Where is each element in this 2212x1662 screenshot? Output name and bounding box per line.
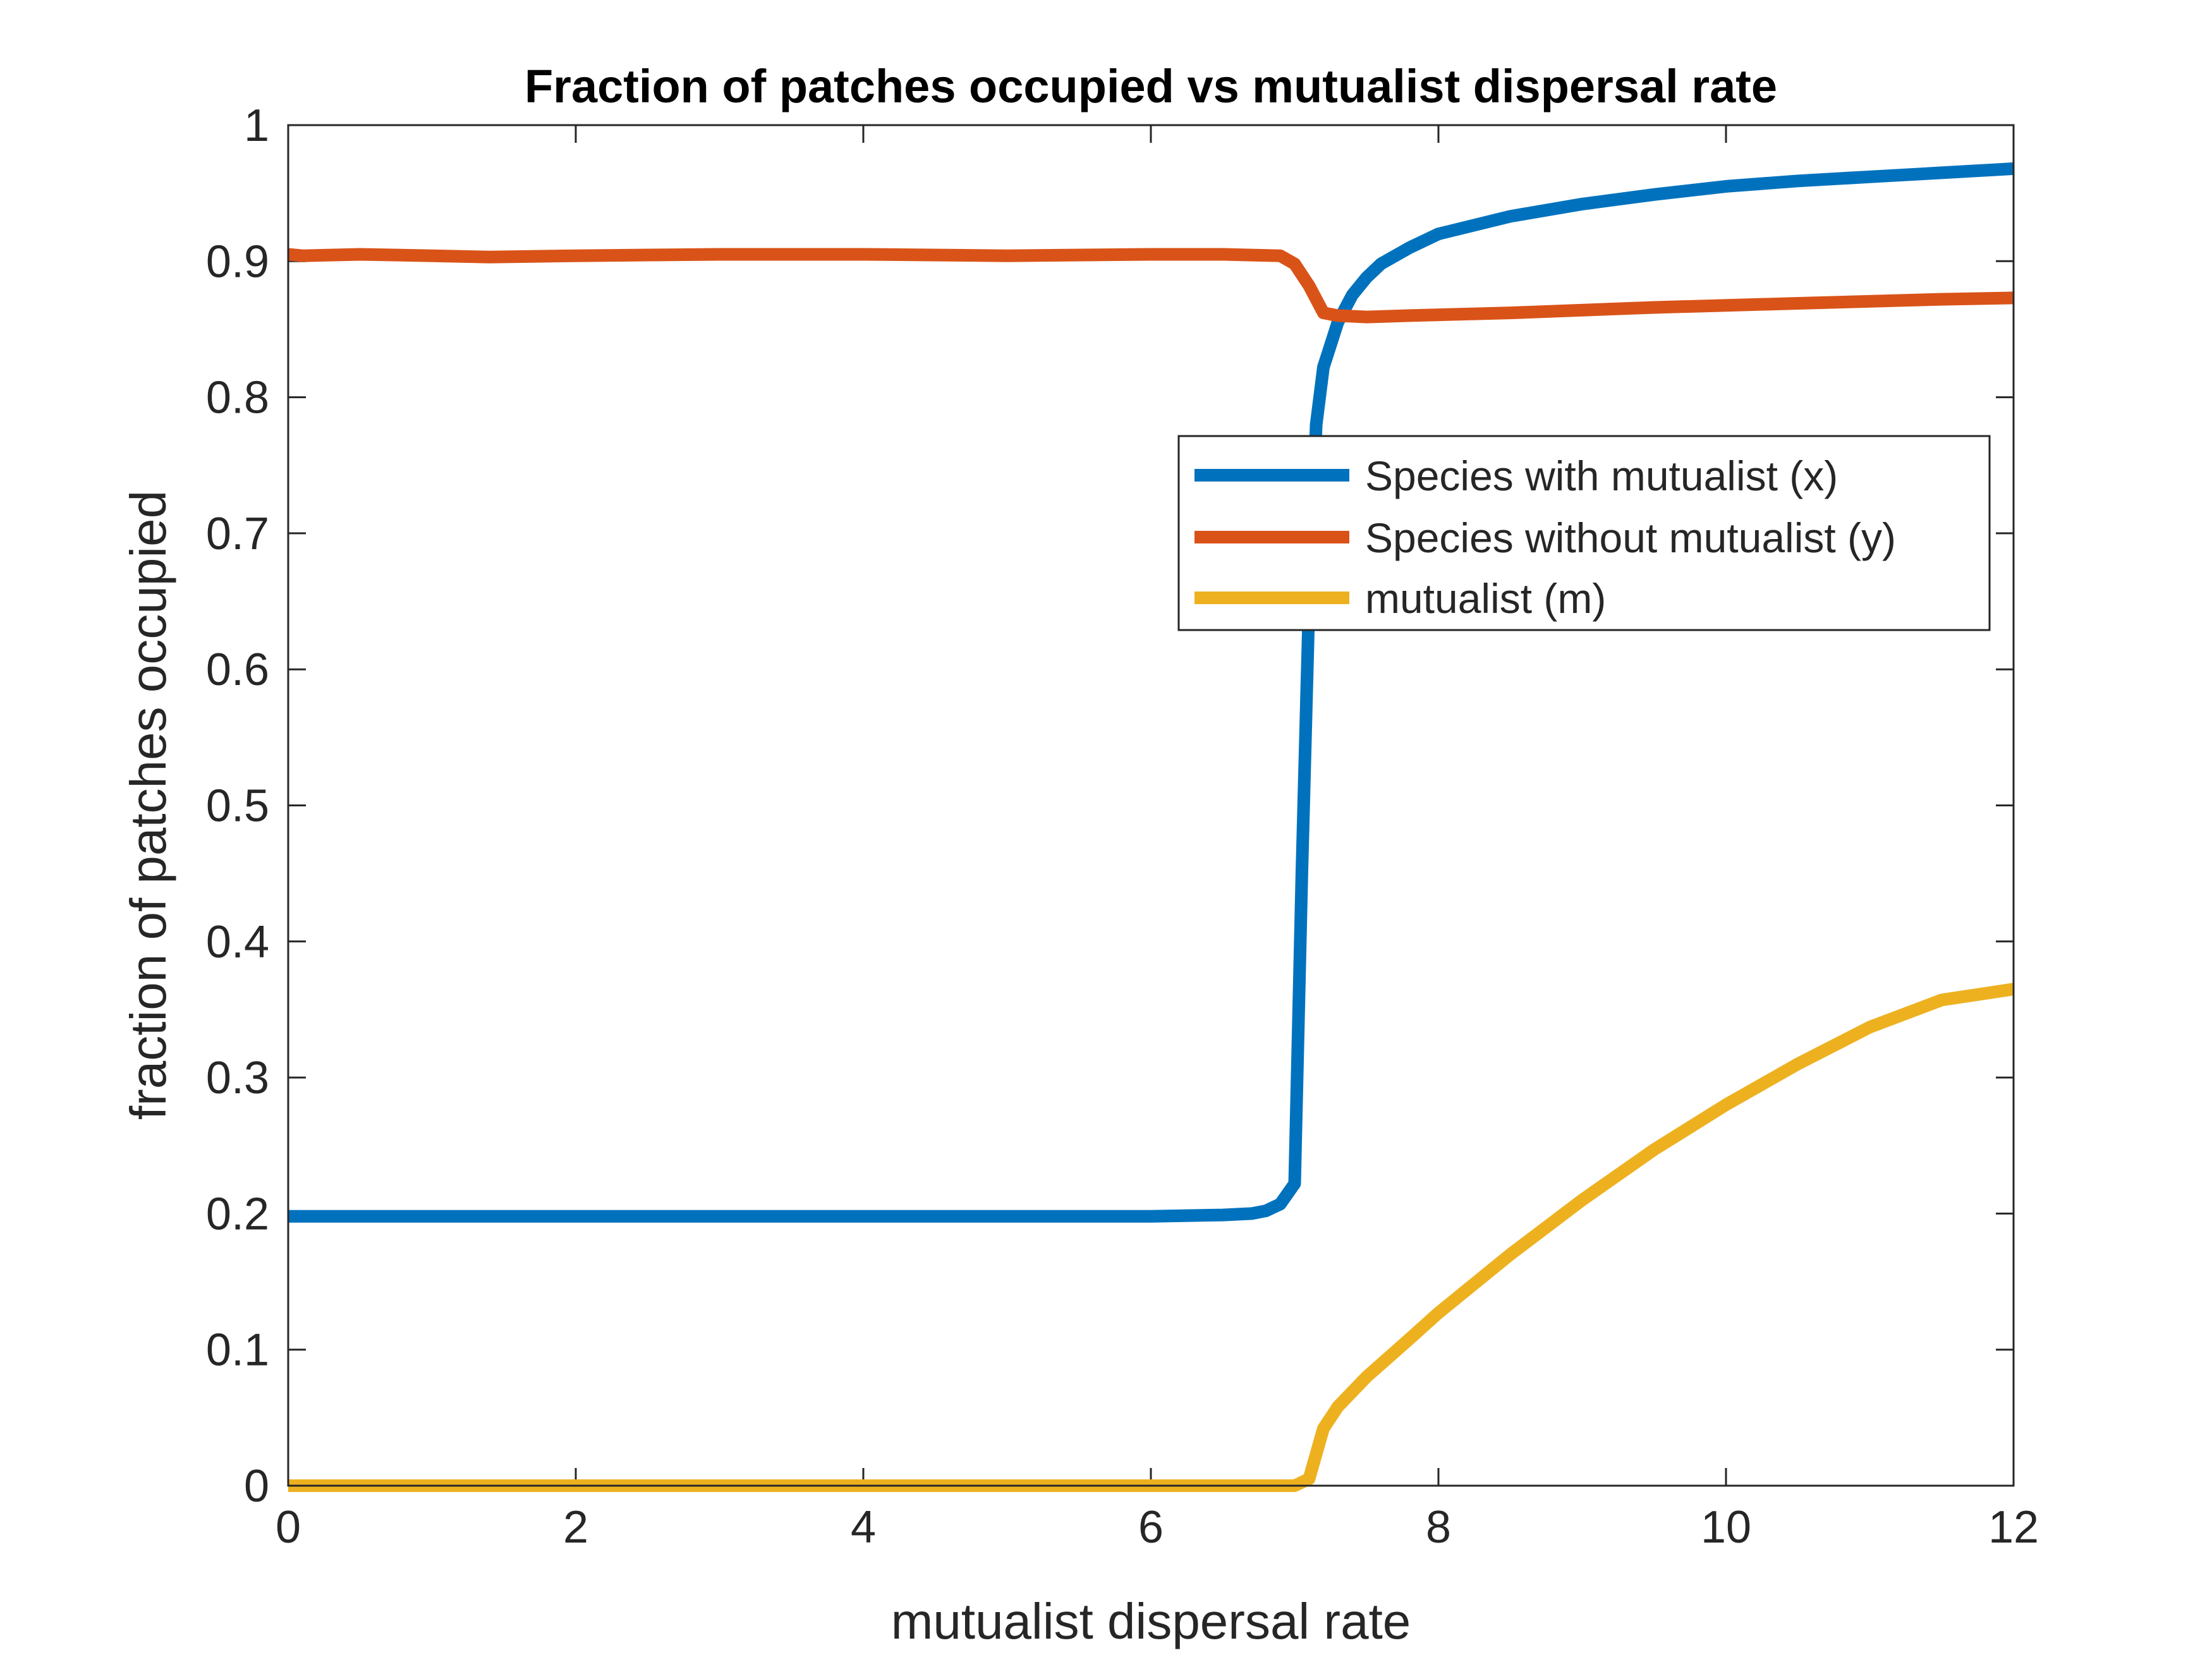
legend-label-3: mutualist (m) (1365, 575, 1606, 622)
y-tick-label: 0.2 (206, 1189, 269, 1239)
y-tick-label: 0.8 (206, 373, 269, 423)
x-tick-label: 4 (851, 1502, 876, 1553)
axes-frame (287, 124, 2015, 1487)
y-tick-label: 0.1 (206, 1325, 269, 1376)
y-axis-label: fraction of patches occupied (120, 490, 176, 1120)
legend: Species with mutualist (x) Species withou… (1177, 435, 1991, 631)
ticks-layer: 0 2 4 6 8 10 12 0 0.1 0.2 0.3 0.4 0.5 0.6 0.7 0.8 0.9 1 (206, 100, 2039, 1553)
y-tick-label: 0.5 (206, 781, 269, 832)
series-line-1 (288, 162, 2014, 1223)
y-tick-label: 1 (244, 100, 269, 151)
y-tick-label: 0 (244, 1461, 269, 1512)
y-tick-label: 0.9 (206, 236, 269, 287)
x-tick-label: 0 (276, 1502, 301, 1553)
y-tick-label: 0.3 (206, 1053, 269, 1103)
x-tick-label: 2 (563, 1502, 588, 1553)
x-tick-label: 10 (1701, 1502, 1751, 1553)
x-tick-label: 8 (1426, 1502, 1451, 1553)
y-tick-label: 0.7 (206, 509, 269, 559)
x-axis-label: mutualist dispersal rate (891, 1593, 1411, 1649)
legend-label-2: Species without mutualist (y) (1365, 514, 1896, 561)
y-tick-label: 0.6 (206, 645, 269, 695)
x-tick-label: 12 (1988, 1502, 2039, 1553)
series-line-2 (288, 248, 2014, 324)
legend-label-1: Species with mutualist (x) (1365, 452, 1838, 499)
plot-area (288, 125, 2014, 1486)
y-tick-label: 0.4 (206, 917, 269, 967)
x-tick-label: 6 (1138, 1502, 1164, 1553)
chart-title: Fraction of patches occupied vs mutualis… (525, 60, 1777, 112)
